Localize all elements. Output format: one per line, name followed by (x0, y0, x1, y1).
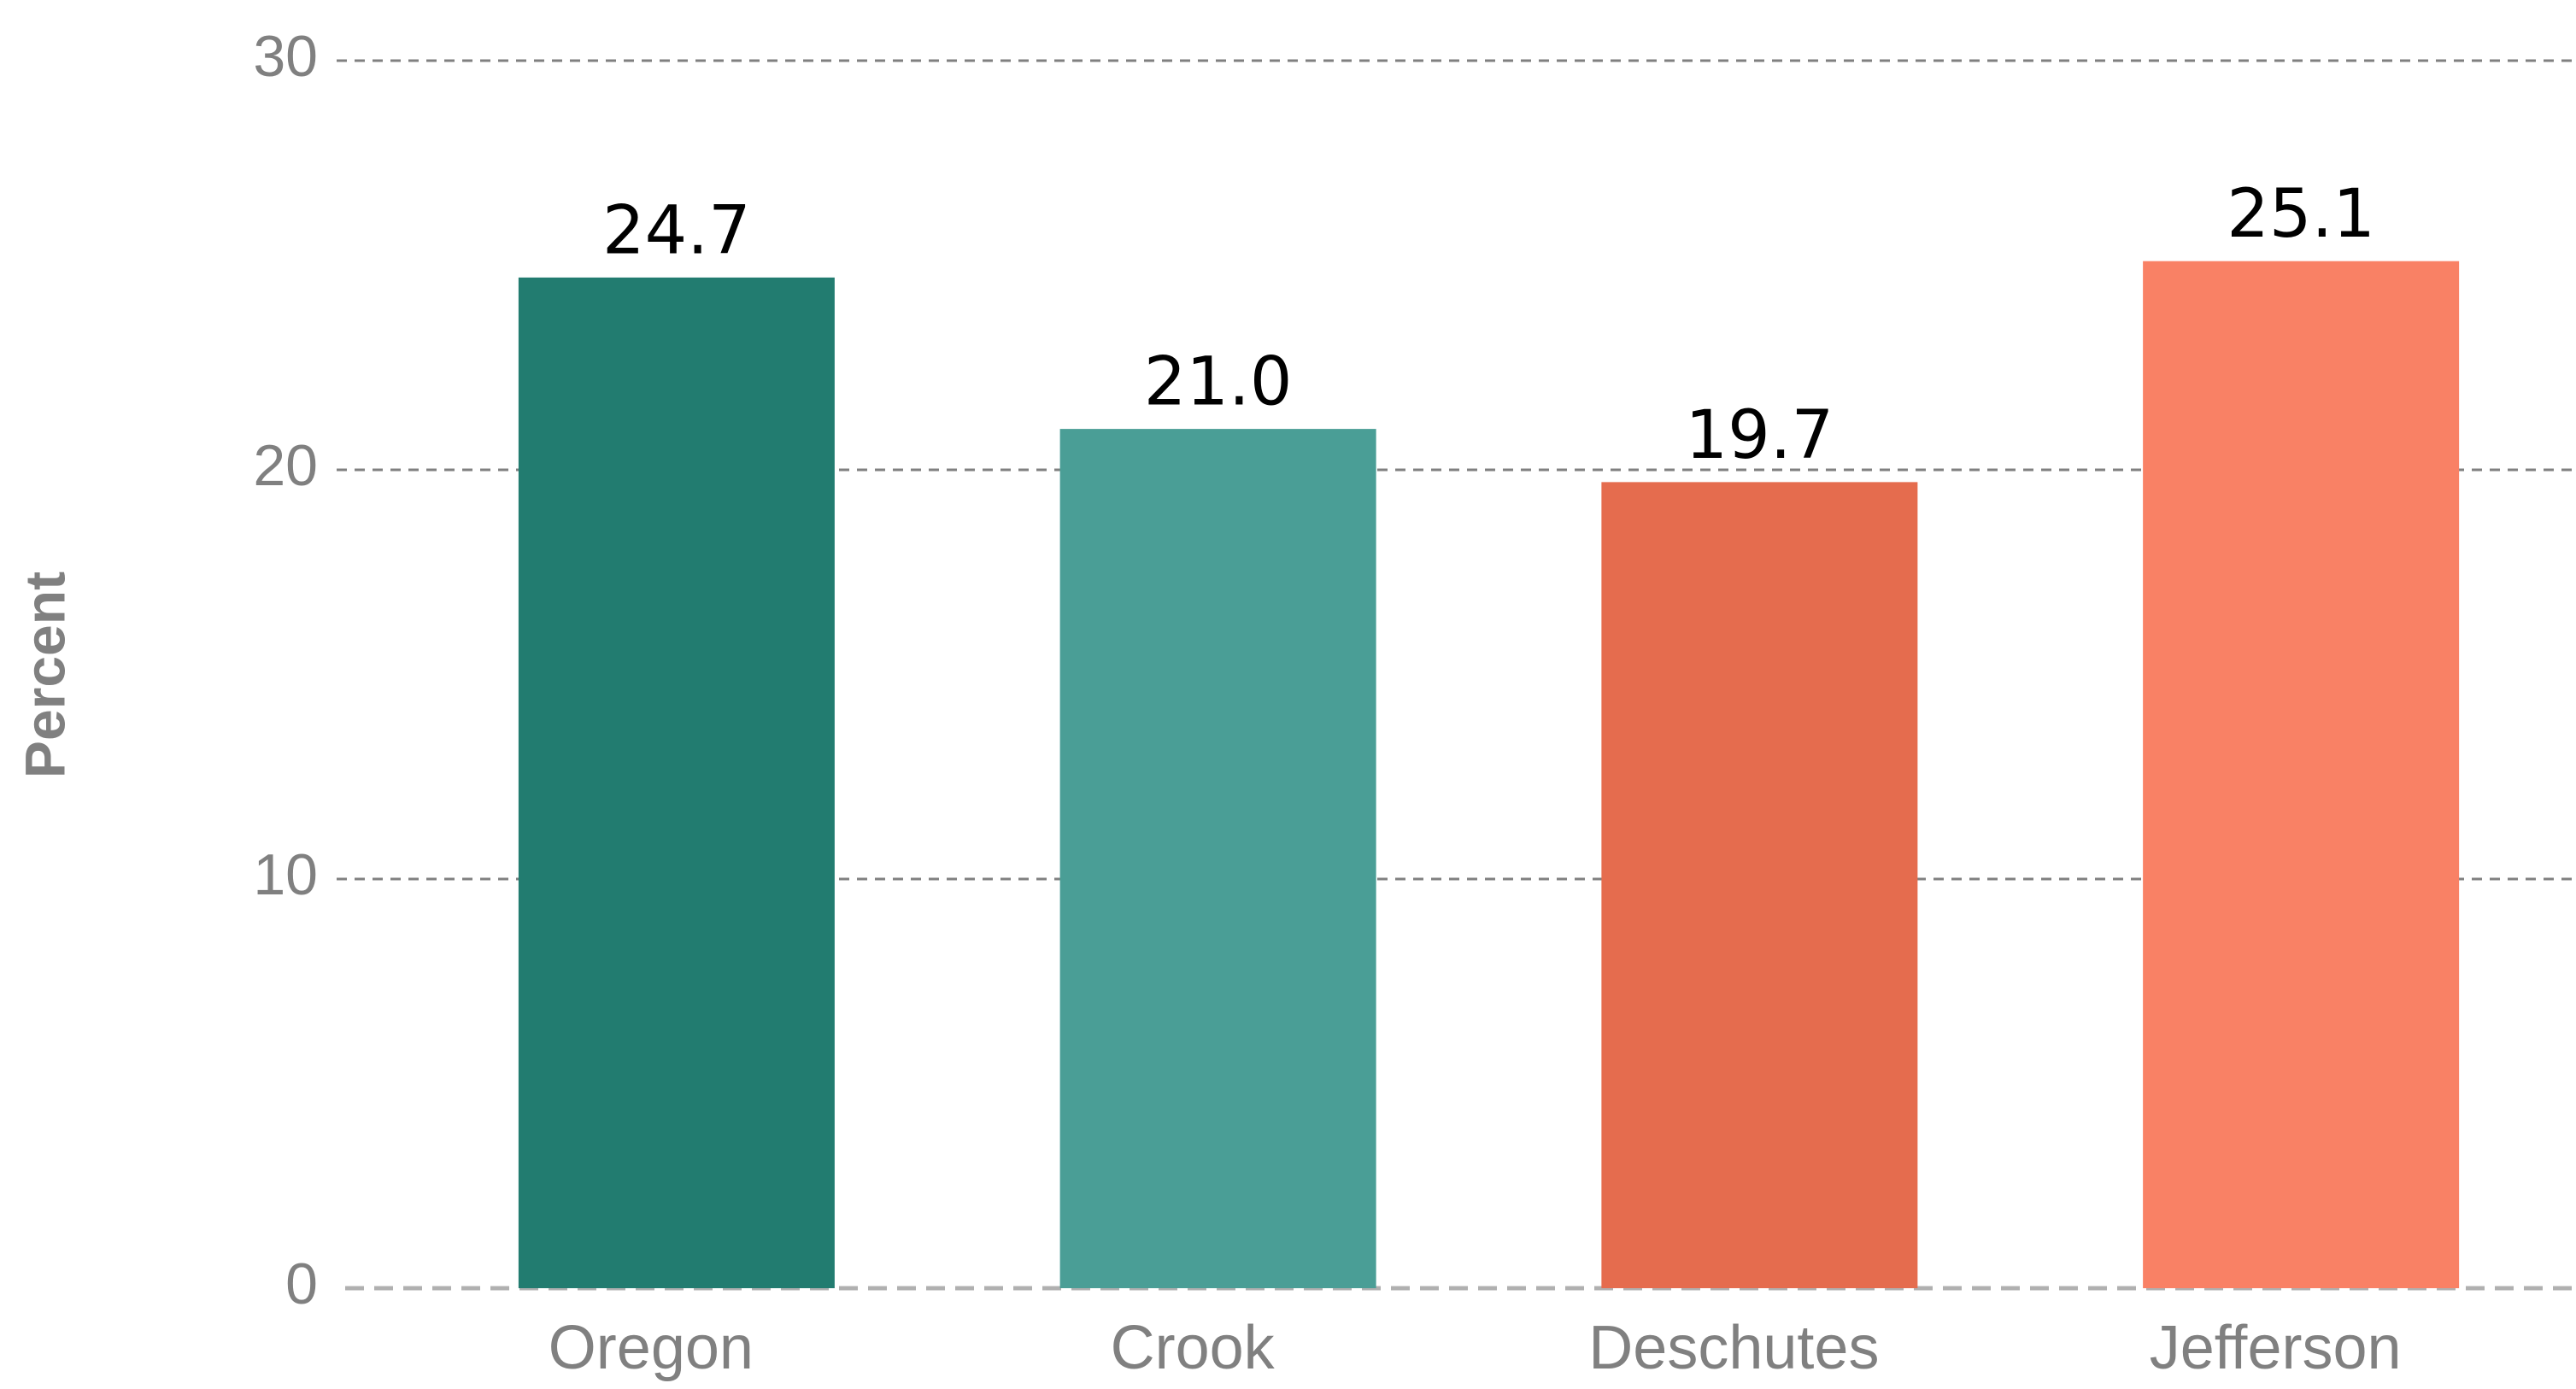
value-label: 25.1 (2227, 176, 2375, 253)
bar (1601, 482, 1918, 1288)
value-label: 19.7 (1686, 397, 1834, 474)
y-tick-label: 20 (253, 433, 318, 498)
y-tick-label: 10 (253, 842, 318, 907)
bar (1059, 429, 1376, 1289)
x-tick-label: Oregon (549, 1314, 754, 1382)
y-axis-label: Percent (13, 571, 76, 778)
value-label: 24.7 (602, 192, 751, 269)
x-tick-label: Crook (1111, 1314, 1276, 1382)
bar (518, 277, 835, 1288)
x-tick-label: Deschutes (1588, 1314, 1879, 1382)
bar (2143, 261, 2460, 1289)
value-label: 21.0 (1144, 344, 1293, 421)
y-tick-label: 30 (253, 24, 318, 89)
y-tick-label: 0 (285, 1251, 318, 1316)
x-tick-label: Jefferson (2150, 1314, 2402, 1382)
